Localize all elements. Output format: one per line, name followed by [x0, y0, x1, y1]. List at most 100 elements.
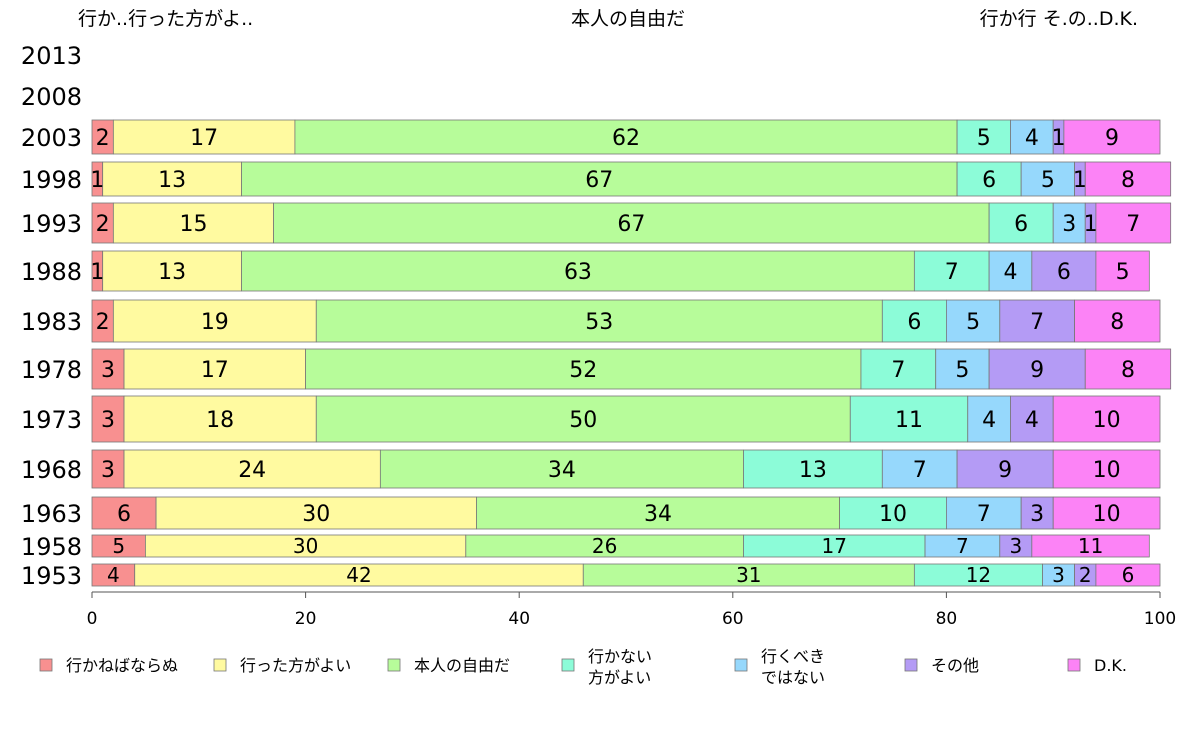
legend-label: 方がよい — [588, 668, 651, 687]
data-label: 6 — [907, 310, 921, 335]
data-label: 7 — [913, 458, 927, 483]
data-label: 13 — [158, 260, 186, 285]
bar-segment — [241, 250, 915, 292]
legend-label: ではない — [761, 668, 825, 687]
year-label: 1988 — [21, 258, 82, 286]
data-label: 62 — [612, 126, 640, 151]
data-label: 4 — [1025, 408, 1039, 433]
data-label: 13 — [158, 168, 186, 193]
bar-segment — [743, 449, 883, 489]
data-label: 17 — [201, 358, 229, 383]
data-label: 19 — [201, 310, 229, 335]
top-labels: 行か..行った方がよ.. 本人の自由だ 行か行 そ.の..D.K. — [78, 8, 1138, 30]
data-label: 63 — [564, 260, 592, 285]
data-label: 2 — [96, 212, 110, 237]
data-label: 9 — [1105, 126, 1119, 151]
data-label: 34 — [644, 502, 672, 527]
bar-segment — [1052, 202, 1086, 244]
bar-segment — [102, 161, 242, 197]
bar-segment — [967, 395, 1011, 443]
data-label: 31 — [736, 563, 761, 587]
year-label: 1963 — [21, 500, 82, 528]
bar-segment — [1031, 250, 1097, 292]
data-label: 1 — [1073, 168, 1087, 193]
data-label: 5 — [112, 534, 125, 558]
data-label: 11 — [1078, 534, 1103, 558]
data-label: 10 — [1093, 502, 1121, 527]
bar-segment — [1063, 119, 1161, 155]
top-label: 本人の自由だ — [571, 8, 685, 30]
data-label: 8 — [1121, 168, 1135, 193]
data-label: 5 — [1116, 260, 1130, 285]
year-label: 1993 — [21, 210, 82, 238]
legend-label: 行った方がよい — [240, 656, 351, 675]
bar-segment — [956, 161, 1022, 197]
bar-segment — [305, 348, 862, 390]
data-label: 67 — [585, 168, 613, 193]
bar-segment — [946, 299, 1001, 343]
bar-segment — [91, 395, 125, 443]
bar-segment — [988, 348, 1086, 390]
data-label: 5 — [966, 310, 980, 335]
bar-segment — [1052, 449, 1161, 489]
bar-segment — [1095, 250, 1150, 292]
data-label: 5 — [955, 358, 969, 383]
data-label: 2 — [96, 126, 110, 151]
data-label: 1 — [90, 168, 104, 193]
year-label: 2013 — [21, 42, 82, 70]
data-label: 3 — [1062, 212, 1076, 237]
data-label: 6 — [982, 168, 996, 193]
year-label: 2003 — [21, 124, 82, 152]
bar-segment — [476, 496, 841, 530]
bar-segment — [294, 119, 958, 155]
data-label: 5 — [1041, 168, 1055, 193]
data-label: 4 — [1025, 126, 1039, 151]
data-label: 50 — [569, 408, 597, 433]
data-label: 3 — [101, 358, 115, 383]
x-tick-label: 20 — [295, 609, 317, 629]
bar-segment — [112, 202, 274, 244]
data-label: 34 — [548, 458, 576, 483]
year-label: 1978 — [21, 356, 82, 384]
data-label: 18 — [206, 408, 234, 433]
legend-label: その他 — [931, 656, 979, 675]
bar-segment — [1084, 348, 1172, 390]
legend-swatch — [39, 658, 53, 672]
bar-segment — [1010, 119, 1054, 155]
x-tick-label: 100 — [1144, 609, 1176, 629]
data-label: 1 — [1052, 126, 1066, 151]
x-tick-label: 60 — [722, 609, 744, 629]
data-label: 17 — [822, 534, 847, 558]
data-label: 2 — [1079, 563, 1092, 587]
data-label: 53 — [585, 310, 613, 335]
bar-segment — [1052, 496, 1161, 530]
data-label: 15 — [179, 212, 207, 237]
bar-segment — [913, 250, 990, 292]
legend-swatch — [734, 658, 748, 672]
data-label: 1 — [90, 260, 104, 285]
legend-swatch — [387, 658, 401, 672]
data-label: 8 — [1121, 358, 1135, 383]
data-label: 5 — [977, 126, 991, 151]
data-label: 9 — [998, 458, 1012, 483]
bar-segment — [935, 348, 990, 390]
bar-segment — [849, 395, 969, 443]
data-label: 7 — [956, 534, 969, 558]
year-labels: 2013 2008 2003 1998 1993 1988 1983 1978 1973 1968… — [21, 42, 82, 590]
data-label: 6 — [1057, 260, 1071, 285]
bar-segment — [379, 449, 744, 489]
year-label: 1968 — [21, 456, 82, 484]
legend-label: 行くべき — [761, 647, 825, 666]
top-label: 行か..行った方がよ.. — [78, 8, 253, 30]
bar-segment — [1095, 202, 1172, 244]
bar-segment — [956, 449, 1054, 489]
bar-segment — [155, 496, 477, 530]
top-label: 行か行 そ.の..D.K. — [980, 8, 1138, 30]
bar-segment — [123, 449, 381, 489]
data-label: 3 — [1052, 563, 1065, 587]
data-label: 7 — [945, 260, 959, 285]
data-label: 7 — [977, 502, 991, 527]
x-axis: 0 20 40 60 80 100 — [87, 591, 1176, 629]
data-label: 7 — [1030, 310, 1044, 335]
